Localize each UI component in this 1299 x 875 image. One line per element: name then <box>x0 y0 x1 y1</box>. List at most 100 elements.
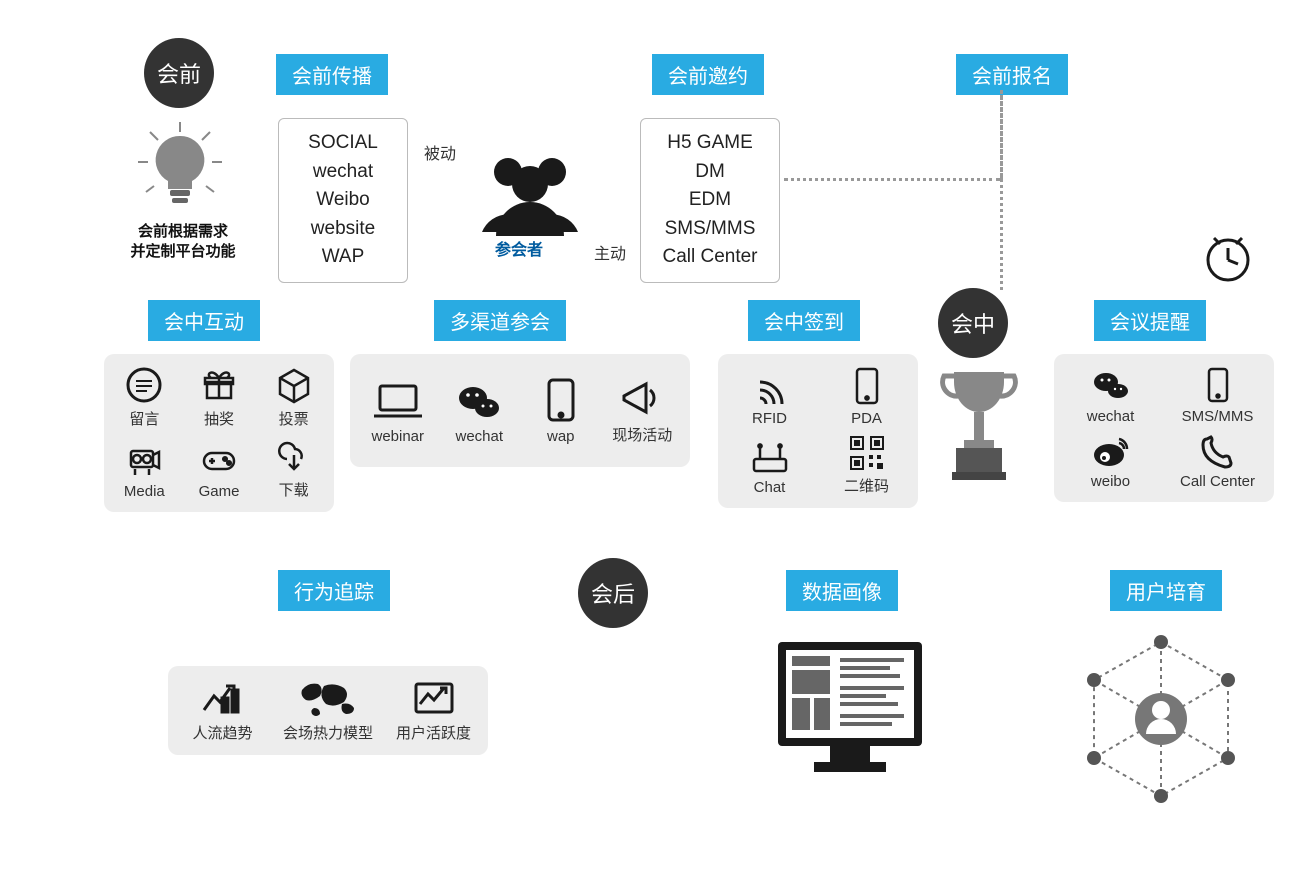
checkin-box: RFID PDA Chat 二维码 <box>718 354 918 508</box>
wechat-icon <box>455 380 503 424</box>
pre-caption: 会前根据需求 并定制平台功能 <box>118 222 248 263</box>
network-icon <box>1066 624 1256 814</box>
interact-label: 下载 <box>279 479 309 500</box>
checkin-item: Chat <box>730 435 809 496</box>
tag-data-portrait: 数据画像 <box>786 570 898 611</box>
multichannel-box: webinar wechat wap 现场活动 <box>350 354 690 467</box>
invite-line: SMS/MMS <box>655 215 765 244</box>
dotted-line-v2 <box>1000 90 1003 290</box>
propagation-line: WAP <box>293 243 393 272</box>
tag-mid-interact: 会中互动 <box>148 300 260 341</box>
multichannel-item: wap <box>529 376 593 445</box>
interact-item: 抽奖 <box>191 366 248 429</box>
interact-label: Game <box>199 483 240 500</box>
behavior-box: 人流趋势 会场热力模型 用户活跃度 <box>168 666 488 755</box>
clock-icon <box>1200 230 1256 286</box>
chat-circle-icon <box>125 366 163 404</box>
multichannel-label: webinar <box>371 428 424 445</box>
multichannel-label: 现场活动 <box>612 424 672 445</box>
phone-icon <box>1205 366 1231 404</box>
reminder-box: wechat SMS/MMS weibo Call Center <box>1054 354 1274 502</box>
behavior-label: 会场热力模型 <box>283 722 373 743</box>
reminder-label: Call Center <box>1180 473 1255 490</box>
laptop-icon <box>370 380 426 424</box>
tag-pre-invite: 会前邀约 <box>652 54 764 95</box>
badge-during: 会中 <box>938 288 1008 358</box>
multichannel-item: webinar <box>366 376 430 445</box>
active-label: 主动 <box>594 240 626 264</box>
attendee-icon <box>470 140 590 240</box>
behavior-item: 人流趋势 <box>180 678 265 743</box>
interact-item: Media <box>116 437 173 500</box>
router-icon <box>750 441 790 475</box>
checkin-item: PDA <box>827 366 906 427</box>
callcenter-icon <box>1199 433 1237 469</box>
reminder-label: SMS/MMS <box>1182 408 1254 425</box>
activity-icon <box>412 678 456 718</box>
weibo-icon <box>1091 433 1131 469</box>
multichannel-item: wechat <box>448 376 512 445</box>
behavior-item: 用户活跃度 <box>391 678 476 743</box>
rfid-icon <box>752 370 788 406</box>
pda-icon <box>853 366 881 406</box>
multichannel-item: 现场活动 <box>611 376 675 445</box>
interact-item: 投票 <box>265 366 322 429</box>
interact-item: 下载 <box>265 437 322 500</box>
behavior-item: 会场热力模型 <box>283 678 373 743</box>
interact-label: Media <box>124 483 165 500</box>
trophy-icon <box>934 362 1024 492</box>
interact-label: 投票 <box>279 408 309 429</box>
propagation-line: website <box>293 215 393 244</box>
download-cloud-icon <box>275 437 313 475</box>
checkin-item: 二维码 <box>827 435 906 496</box>
checkin-label: 二维码 <box>844 475 889 496</box>
qrcode-icon <box>849 435 885 471</box>
propagation-box: SOCIAL wechat Weibo website WAP <box>278 118 408 283</box>
tag-multi-channel: 多渠道参会 <box>434 300 566 341</box>
dotted-line-h <box>784 178 1000 181</box>
attendee-label: 参会者 <box>495 236 543 260</box>
checkin-label: Chat <box>754 479 786 496</box>
behavior-label: 人流趋势 <box>192 722 252 743</box>
interact-item: Game <box>191 437 248 500</box>
reminder-item: SMS/MMS <box>1173 366 1262 425</box>
monitor-icon <box>770 634 930 784</box>
tag-behavior-track: 行为追踪 <box>278 570 390 611</box>
camera-icon <box>125 441 163 479</box>
checkin-label: RFID <box>752 410 787 427</box>
trend-icon <box>200 678 244 718</box>
phone-icon <box>544 376 578 424</box>
interact-label: 抽奖 <box>204 408 234 429</box>
worldmap-icon <box>298 680 358 718</box>
reminder-label: wechat <box>1087 408 1135 425</box>
tag-mid-checkin: 会中签到 <box>748 300 860 341</box>
invite-line: DM <box>655 158 765 187</box>
badge-post: 会后 <box>578 558 648 628</box>
invite-box: H5 GAME DM EDM SMS/MMS Call Center <box>640 118 780 283</box>
behavior-label: 用户活跃度 <box>396 722 471 743</box>
invite-line: H5 GAME <box>655 129 765 158</box>
tag-user-nurture: 用户培育 <box>1110 570 1222 611</box>
invite-line: Call Center <box>655 243 765 272</box>
checkin-label: PDA <box>851 410 882 427</box>
reminder-item: Call Center <box>1173 433 1262 490</box>
badge-pre: 会前 <box>144 38 214 108</box>
lightbulb-icon <box>130 118 230 218</box>
wechat-icon <box>1091 368 1131 404</box>
checkin-item: RFID <box>730 366 809 427</box>
megaphone-icon <box>618 376 666 420</box>
reminder-item: weibo <box>1066 433 1155 490</box>
propagation-line: wechat <box>293 158 393 187</box>
propagation-line: SOCIAL <box>293 129 393 158</box>
gift-icon <box>200 366 238 404</box>
reminder-item: wechat <box>1066 366 1155 425</box>
interact-box: 留言 抽奖 投票 Media Game 下载 <box>104 354 334 512</box>
reminder-label: weibo <box>1091 473 1130 490</box>
multichannel-label: wap <box>547 428 575 445</box>
box-icon <box>275 366 313 404</box>
multichannel-label: wechat <box>455 428 503 445</box>
tag-meeting-reminder: 会议提醒 <box>1094 300 1206 341</box>
interact-label: 留言 <box>129 408 159 429</box>
gamepad-icon <box>200 441 238 479</box>
tag-pre-propagation: 会前传播 <box>276 54 388 95</box>
